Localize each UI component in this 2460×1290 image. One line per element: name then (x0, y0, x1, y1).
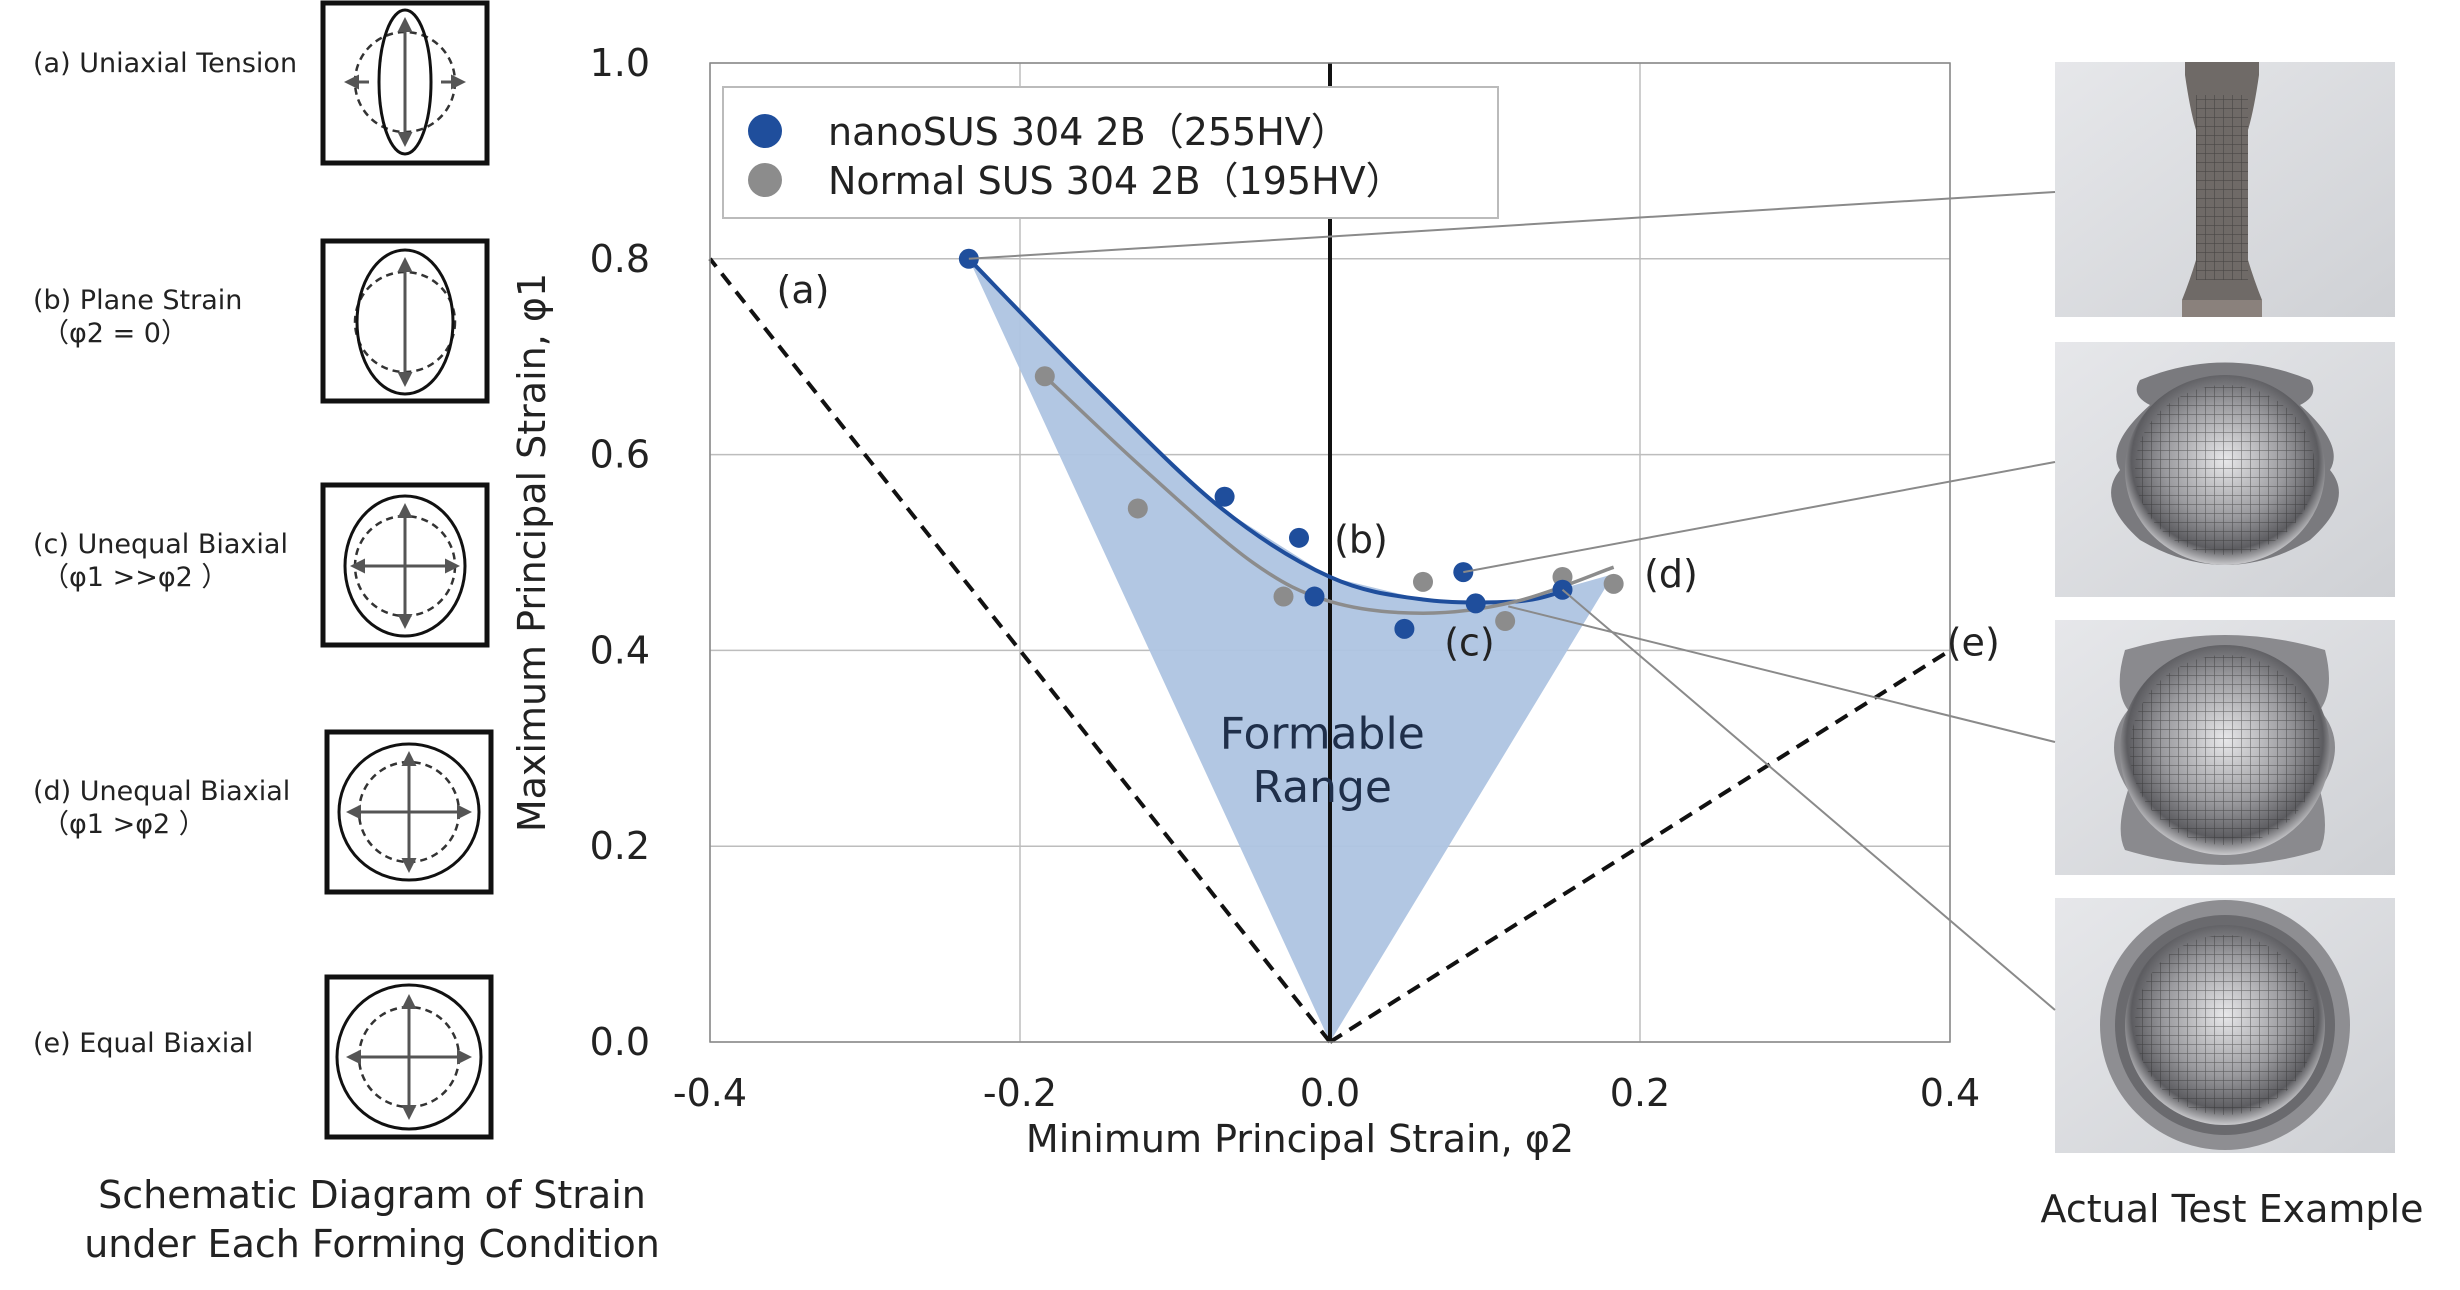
y-tick-label: 1.0 (590, 41, 650, 85)
y-tick-label: 0.8 (590, 237, 650, 281)
formed-cup-equal-biaxial-photo (2055, 898, 2395, 1153)
unequal-biaxial-strong-icon (320, 482, 490, 648)
normal-fit-curve (1043, 375, 1615, 615)
leader-line (1561, 588, 2056, 1011)
plot-frame (709, 62, 1951, 1043)
formed-cup-unequal-biaxial-photo (2055, 620, 2395, 875)
formable-range-label-line2: Range (1253, 762, 1392, 813)
legend: nanoSUS 304 2B（255HV） Normal SUS 304 2B（… (722, 86, 1499, 219)
legend-label-normal: Normal SUS 304 2B（195HV） (828, 159, 1404, 203)
schematic-label: (e) Equal Biaxial (33, 1028, 253, 1059)
y-tick-label: 0.0 (590, 1020, 650, 1064)
schematic-caption-line2: under Each Forming Condition (84, 1222, 660, 1266)
y-axis-title: Maximum Principal Strain, φ1 (510, 273, 554, 832)
nano-fit-curve (967, 257, 1563, 605)
normal-data-point (1127, 498, 1148, 519)
leader-line (968, 191, 2056, 260)
nano-data-point (1304, 586, 1325, 607)
nano-data-point (1289, 527, 1309, 548)
normal-data-point (1034, 366, 1055, 387)
nano-data-point (1465, 593, 1486, 614)
x-tick-label: 0.0 (1300, 1071, 1360, 1115)
normal-data-point (1495, 611, 1516, 632)
formable-range-label-line1: Formable (1220, 708, 1425, 759)
formed-cup-plane-strain-photo (2055, 342, 2395, 597)
legend-label-nano: nanoSUS 304 2B（255HV） (828, 110, 1349, 154)
annotations: (a) (b) (c) (d) (e) (777, 268, 2000, 664)
schematic-caption-line1: Schematic Diagram of Strain (98, 1173, 646, 1217)
annotation-label: (a) (777, 268, 830, 312)
nano-data-point (1394, 618, 1415, 639)
schematic-label: (a) Uniaxial Tension (33, 48, 297, 79)
photos-panel: Actual Test Example (2041, 62, 2424, 1231)
schematic-panel: (a) Uniaxial Tension (b) Plane Strain（φ2 … (33, 0, 494, 1140)
legend-box (722, 86, 1499, 219)
y-tick-label: 0.4 (590, 628, 650, 672)
annotation-label: (b) (1334, 518, 1388, 562)
uniaxial-tension-icon (320, 0, 490, 166)
y-tick-label: 0.6 (590, 433, 650, 477)
deformed-ellipse (335, 983, 483, 1131)
x-tick-label: -0.4 (673, 1071, 747, 1115)
unequal-biaxial-icon (324, 729, 494, 895)
photos-caption: Actual Test Example (2041, 1187, 2424, 1231)
fit-curves (967, 257, 1615, 615)
deformed-ellipse (343, 494, 467, 638)
y-tick-label: 0.2 (590, 824, 650, 868)
normal-data-point (1603, 573, 1624, 594)
normal-data-point (1413, 571, 1433, 592)
leader-lines (968, 191, 2056, 1011)
x-tick-label: 0.2 (1610, 1071, 1670, 1115)
x-axis-title: Minimum Principal Strain, φ2 (1026, 1117, 1574, 1161)
reference-lines (708, 257, 1952, 1044)
reference-line (708, 257, 1332, 1044)
schematic-label: (d) Unequal Biaxial (33, 776, 290, 807)
legend-marker-normal (748, 163, 782, 197)
schematic-label: （φ1 >φ2 ） (42, 809, 206, 840)
reference-line (1328, 648, 1952, 1044)
legend-marker-nano (748, 114, 782, 148)
deformed-ellipse (355, 248, 455, 396)
plane-strain-icon (320, 238, 490, 404)
schematic-label: （φ2 = 0） (42, 318, 188, 349)
schematic-label: (c) Unequal Biaxial (33, 529, 288, 560)
deformed-ellipse (377, 8, 433, 156)
normal-data-point (1273, 586, 1294, 607)
equal-biaxial-icon (324, 974, 494, 1140)
deformed-ellipse (337, 742, 481, 882)
nano-data-point (1214, 486, 1235, 507)
tensile-specimen-photo (2055, 62, 2395, 317)
schematic-label: （φ1 >>φ2 ） (42, 562, 228, 593)
leader-line (1508, 605, 2056, 743)
flc-chart: 0.00.20.40.60.81.0-0.4 -0.2 0.0 0.2 0.4 (a)(… (510, 41, 2000, 1161)
annotation-label: (e) (1947, 620, 2000, 664)
annotation-label: (d) (1644, 552, 1698, 596)
annotation-label: (c) (1444, 620, 1495, 664)
x-tick-label: -0.2 (983, 1071, 1057, 1115)
x-tick-label: 0.4 (1920, 1071, 1980, 1115)
schematic-label: (b) Plane Strain (33, 285, 242, 316)
tick-labels: 0.0 0.2 0.4 0.6 0.8 1.0 -0.4 -0.2 0.0 0.2 0.4 (590, 41, 1981, 1115)
leader-line (1463, 461, 2056, 574)
